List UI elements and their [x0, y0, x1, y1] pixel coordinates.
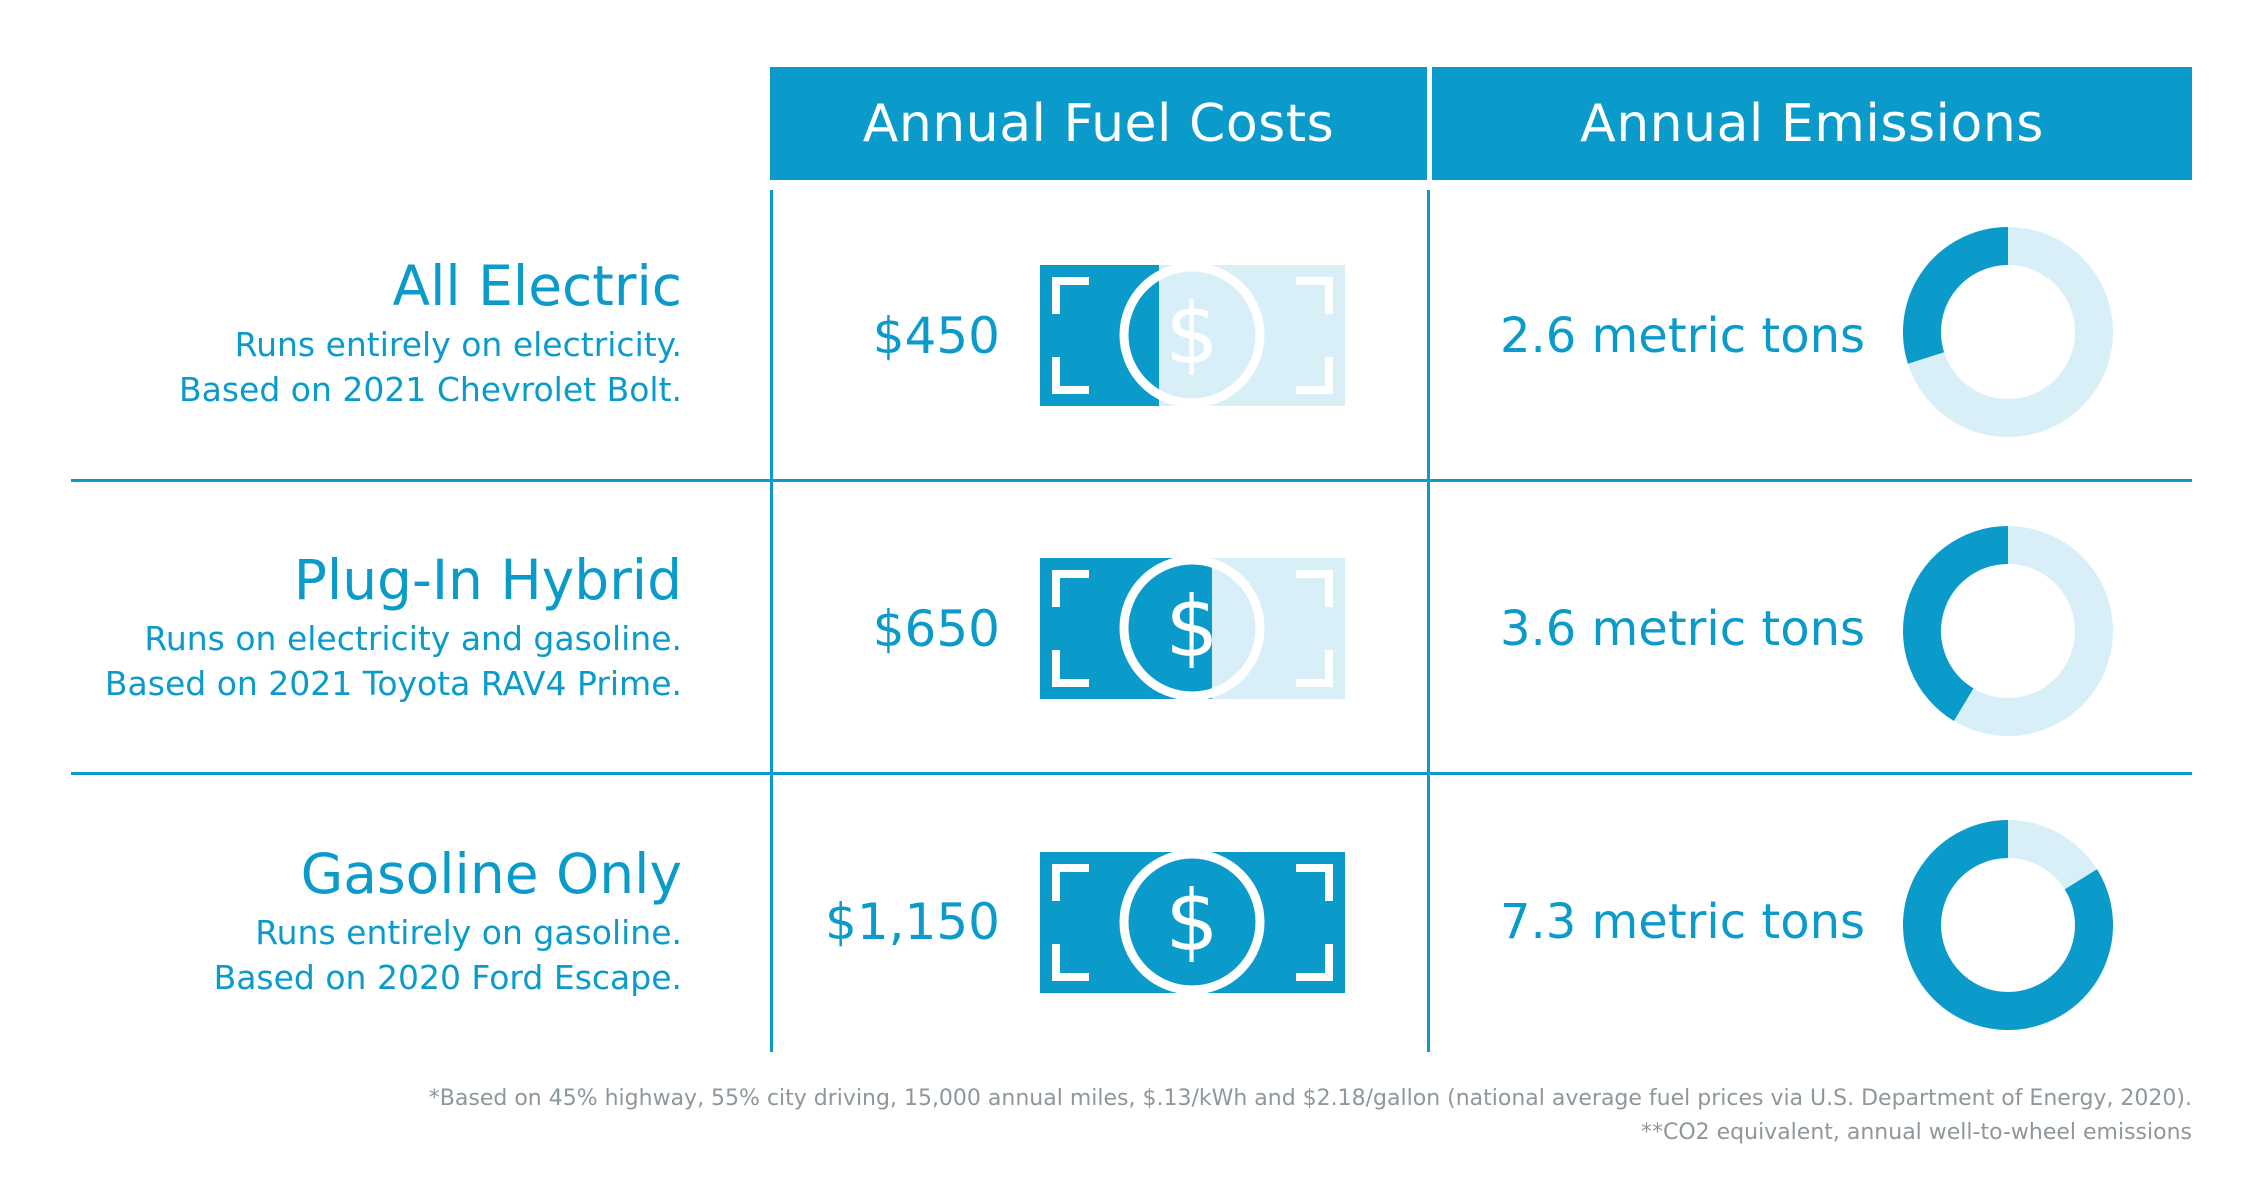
- emissions-donut: [1903, 227, 2113, 437]
- fuel-cost-value: $450: [872, 307, 1000, 365]
- donut-segment: [1903, 820, 2113, 1030]
- dollar-bill-icon: $$: [1040, 852, 1345, 993]
- dollar-bill-icon: $$: [1040, 265, 1345, 406]
- dollar-bill-icon: $$: [1040, 558, 1345, 699]
- emissions-header-label: Annual Emissions: [1580, 93, 2044, 154]
- row-model: Based on 2021 Toyota RAV4 Prime.: [104, 664, 682, 703]
- row-description: Runs on electricity and gasoline.: [144, 619, 682, 658]
- emissions-value: 7.3 metric tons: [1499, 894, 1865, 950]
- svg-text:$: $: [1165, 578, 1218, 676]
- bill-fill: $: [1040, 265, 1159, 406]
- column-divider-right: [1427, 190, 1430, 1052]
- row-model: Based on 2020 Ford Escape.: [213, 958, 682, 997]
- fuel-costs-header: Annual Fuel Costs: [770, 67, 1427, 180]
- row-label-all-electric: All Electric Runs entirely on electricit…: [179, 250, 682, 412]
- row-divider-2: [71, 772, 2192, 775]
- row-model: Based on 2021 Chevrolet Bolt.: [178, 370, 682, 409]
- row-title: All Electric: [392, 254, 682, 318]
- row-title: Plug-In Hybrid: [293, 548, 682, 612]
- fuel-cost-value: $650: [872, 600, 1000, 658]
- bill-fill: $: [1040, 558, 1218, 699]
- emissions-value: 2.6 metric tons: [1499, 308, 1865, 364]
- emissions-value: 3.6 metric tons: [1499, 601, 1865, 657]
- row-description: Runs entirely on gasoline.: [255, 913, 682, 952]
- emissions-donut: [1903, 526, 2113, 736]
- footnote-assumptions: *Based on 45% highway, 55% city driving,…: [428, 1086, 2192, 1111]
- emissions-header: Annual Emissions: [1432, 67, 2192, 180]
- donut-segment: [1903, 227, 2009, 364]
- column-divider-left: [770, 190, 773, 1052]
- row-title: Gasoline Only: [300, 842, 682, 906]
- bill-fill: $: [1040, 852, 1345, 993]
- row-label-plug-in-hybrid: Plug-In Hybrid Runs on electricity and g…: [105, 544, 682, 706]
- footnote-co2: **CO2 equivalent, annual well-to-wheel e…: [1640, 1120, 2192, 1145]
- row-label-gasoline-only: Gasoline Only Runs entirely on gasoline.…: [214, 838, 682, 1000]
- fuel-costs-header-label: Annual Fuel Costs: [862, 93, 1335, 154]
- row-description: Runs entirely on electricity.: [234, 325, 682, 364]
- emissions-donut: [1903, 820, 2113, 1030]
- donut-segment: [1903, 526, 2009, 721]
- fuel-cost-value: $1,150: [825, 893, 1000, 951]
- svg-text:$: $: [1165, 872, 1218, 970]
- svg-text:$: $: [1165, 285, 1218, 383]
- row-divider-1: [71, 479, 2192, 482]
